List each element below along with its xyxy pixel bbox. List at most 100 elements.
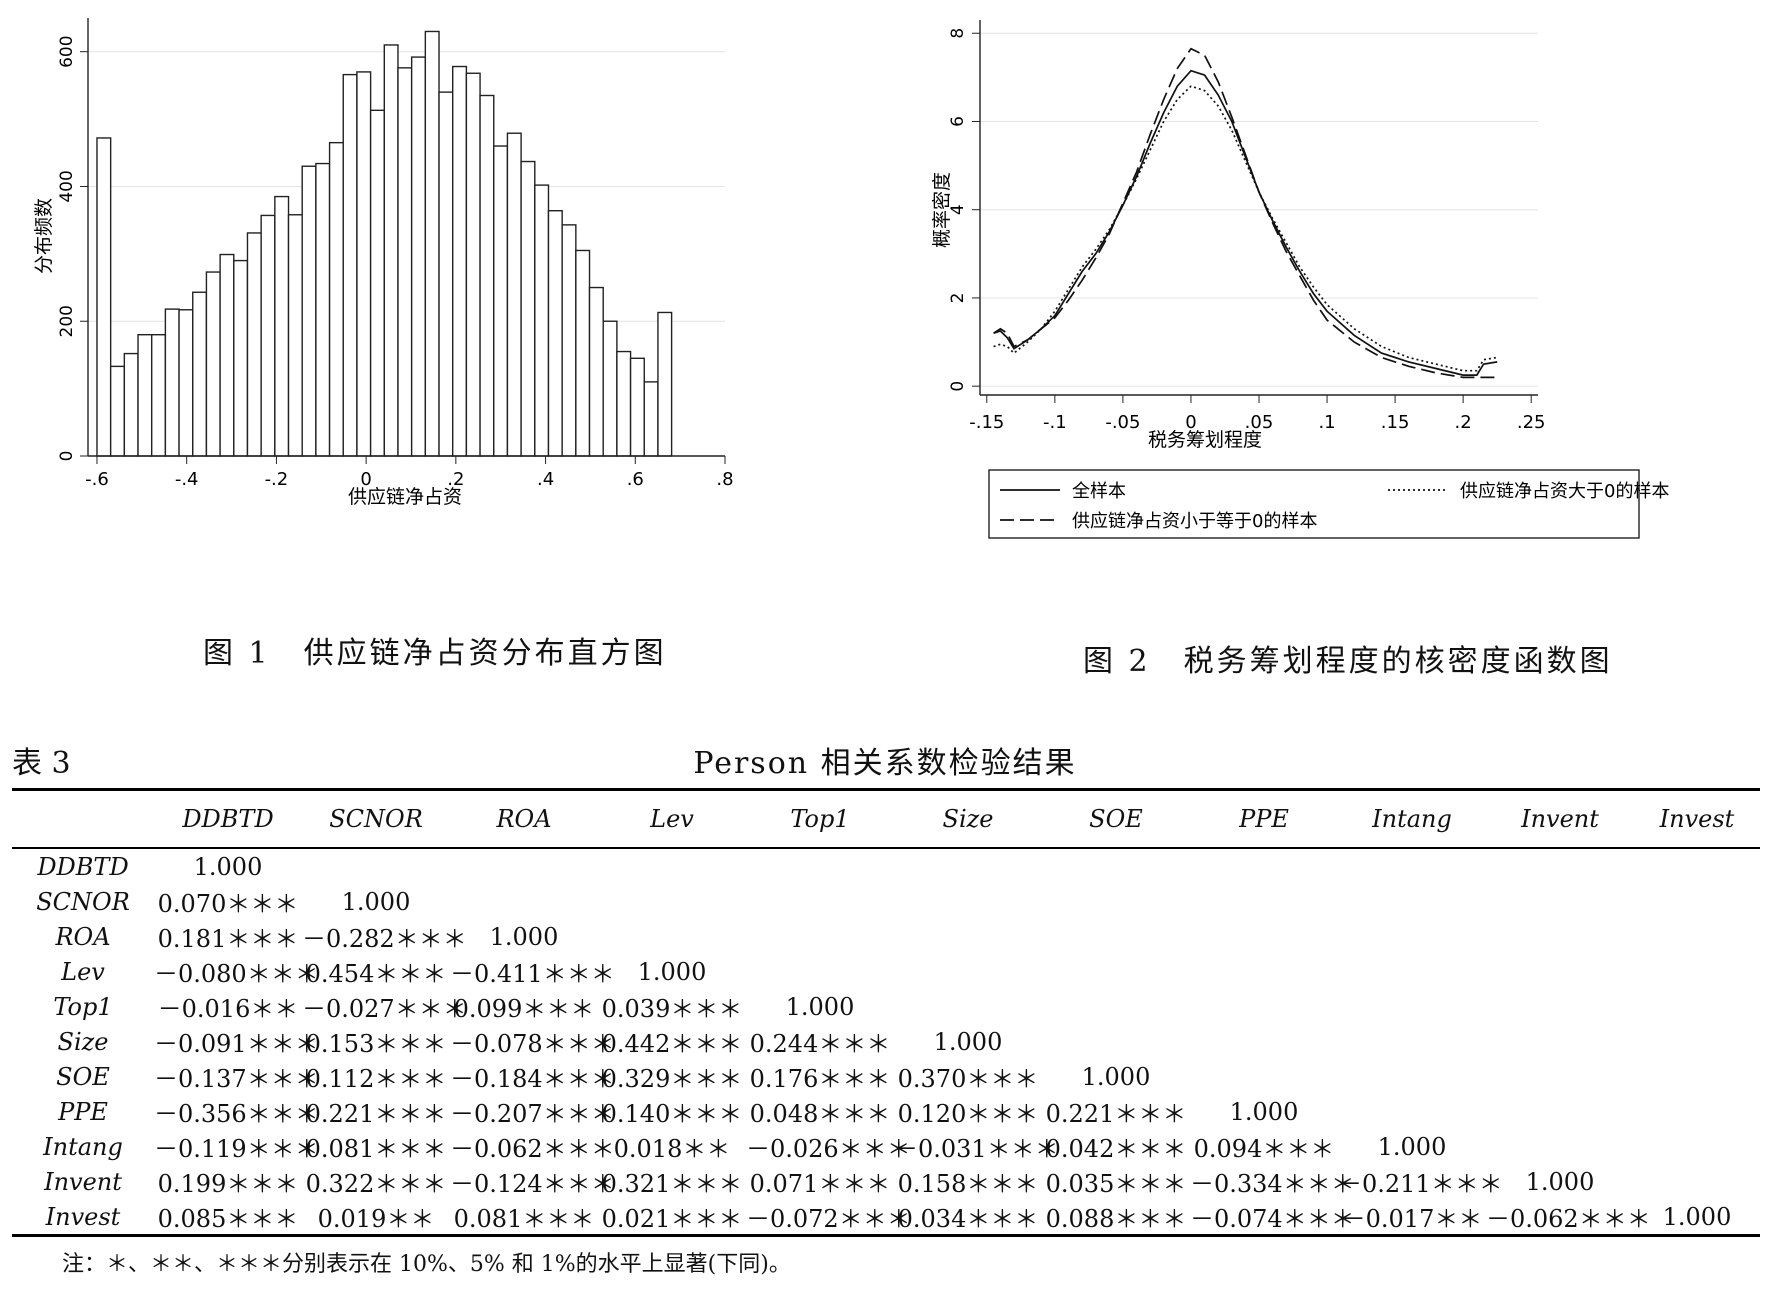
y-tick-label: 0: [57, 451, 77, 462]
column-header: Invest: [1634, 788, 1760, 849]
table-cell: 0.329＊＊＊: [601, 1065, 743, 1093]
y-axis-label: 分布频数: [33, 198, 55, 274]
x-tick-label: 0: [360, 469, 371, 490]
y-tick-label: 4: [948, 204, 968, 215]
table-cell: 0.176＊＊＊: [749, 1065, 891, 1093]
histogram-bar: [205, 271, 221, 457]
table-cell: [1634, 989, 1760, 1024]
table-cell: [1634, 1024, 1760, 1059]
table-cell: 0.019＊＊: [302, 1199, 450, 1237]
table-cell: [1042, 1024, 1190, 1059]
table-cell: －0.207＊＊＊: [450, 1100, 615, 1128]
table-header-row: DDBTD SCNOR ROA Lev Top1 Size SOE PPE Intang Inve…: [12, 788, 1760, 849]
table-cell: －0.080＊＊＊: [154, 960, 319, 988]
column-header: Size: [894, 788, 1042, 849]
table-cell: [1634, 1059, 1760, 1094]
table-cell: 0.085＊＊＊: [154, 1199, 302, 1237]
table-cell: [1486, 989, 1634, 1024]
table-cell: 1.000: [1081, 1062, 1151, 1091]
legend-label: 供应链净占资小于等于0的样本: [1072, 511, 1317, 532]
table-cell: [598, 884, 746, 919]
y-axis-label: 概率密度: [931, 172, 953, 248]
histogram-bar: [287, 214, 303, 457]
column-header: Top1: [746, 788, 894, 849]
table-cell: －0.074＊＊＊: [1190, 1199, 1355, 1237]
histogram-bar: [150, 334, 167, 457]
table-cell: [1190, 848, 1338, 884]
table-cell: [450, 848, 598, 884]
histogram-bar: [164, 308, 180, 457]
table-cell: [1486, 954, 1634, 989]
table-cell: [894, 884, 1042, 919]
table-cell: －0.119＊＊＊: [154, 1135, 319, 1163]
histogram-bar: [301, 165, 317, 457]
legend-label: 供应链净占资大于0的样本: [1460, 481, 1669, 502]
table-row: Size －0.091＊＊＊ 0.153＊＊＊ －0.078＊＊＊ 0.442＊＊＊ 0.…: [12, 1024, 1760, 1059]
table-cell: [1190, 884, 1338, 919]
table-cell: [1190, 1059, 1338, 1094]
table-cell: 1.000: [785, 992, 855, 1021]
table-cell: 0.042＊＊＊: [1045, 1135, 1187, 1163]
table-cell: 0.048＊＊＊: [749, 1100, 891, 1128]
x-tick-label: -.15: [969, 412, 1004, 433]
x-tick-label: -.1: [1043, 412, 1067, 433]
table-cell: [1338, 1094, 1486, 1129]
table-cell: 0.221＊＊＊: [1045, 1100, 1187, 1128]
table-cell: －0.016＊＊: [157, 995, 299, 1023]
histogram-bar: [561, 224, 577, 457]
table-cell: 0.094＊＊＊: [1193, 1135, 1335, 1163]
table-cell: －0.356＊＊＊: [154, 1100, 319, 1128]
table-cell: 0.120＊＊＊: [897, 1100, 1039, 1128]
figure2-caption: 图 2 税务筹划程度的核密度函数图: [1083, 644, 1613, 679]
x-tick-label: .6: [627, 469, 644, 490]
table-cell: [302, 848, 450, 884]
table-row: Top1 －0.016＊＊ －0.027＊＊＊ 0.099＊＊＊ 0.039＊＊＊ 1.0…: [12, 989, 1760, 1024]
table-cell: －0.091＊＊＊: [154, 1030, 319, 1058]
table-cell: [1190, 989, 1338, 1024]
y-tick-label: 2: [948, 293, 968, 304]
correlation-table: DDBTD SCNOR ROA Lev Top1 Size SOE PPE Intang Inve…: [12, 788, 1760, 1237]
histogram-bar: [520, 160, 536, 457]
table-cell: [1338, 919, 1486, 954]
table-cell: [1042, 919, 1190, 954]
table-cell: [894, 989, 1042, 1024]
column-header: PPE: [1190, 788, 1338, 849]
table-cell: 1.000: [489, 922, 559, 951]
histogram-bar: [123, 352, 139, 457]
histogram-bar: [534, 184, 550, 457]
histogram-bar: [137, 334, 153, 457]
table-cell: －0.062＊＊＊: [1486, 1199, 1651, 1237]
histogram-bar: [410, 56, 427, 457]
table-cell: －0.211＊＊＊: [1338, 1170, 1503, 1198]
y-tick-label: 6: [948, 116, 968, 127]
table-cell: 0.153＊＊＊: [305, 1030, 447, 1058]
table-cell: [1190, 919, 1338, 954]
histogram-bar: [438, 91, 454, 457]
x-tick-label: -.2: [265, 469, 289, 490]
table-cell: [1486, 1094, 1634, 1129]
histogram-bar: [397, 67, 413, 457]
legend-label: 全样本: [1072, 481, 1126, 502]
histogram-bar: [547, 210, 563, 457]
table-cell: [1634, 919, 1760, 954]
table-row: Intang －0.119＊＊＊ 0.081＊＊＊ －0.062＊＊＊ 0.018＊＊ －…: [12, 1129, 1760, 1164]
table-cell: －0.184＊＊＊: [450, 1065, 615, 1093]
table-cell: [1042, 848, 1190, 884]
column-header: ROA: [450, 788, 598, 849]
table-cell: 0.321＊＊＊: [601, 1170, 743, 1198]
table-cell: －0.017＊＊: [1338, 1199, 1486, 1237]
table-cell: －0.072＊＊＊: [746, 1199, 911, 1237]
table-cell: [1486, 919, 1634, 954]
table-cell: [746, 919, 894, 954]
column-header: Intang: [1338, 788, 1486, 849]
histogram-bar: [369, 109, 385, 457]
table-row: ROA 0.181＊＊＊ －0.282＊＊＊ 1.000: [12, 919, 1760, 954]
table-cell: －0.124＊＊＊: [450, 1170, 615, 1198]
table-cell: 1.000: [1634, 1199, 1760, 1237]
histogram-bar: [246, 232, 262, 457]
table-cell: 0.112＊＊＊: [305, 1065, 447, 1093]
histogram-bar: [424, 30, 440, 457]
histogram-bar: [588, 286, 604, 457]
density-line-solid: [993, 69, 1498, 376]
histogram-bar: [493, 145, 509, 457]
